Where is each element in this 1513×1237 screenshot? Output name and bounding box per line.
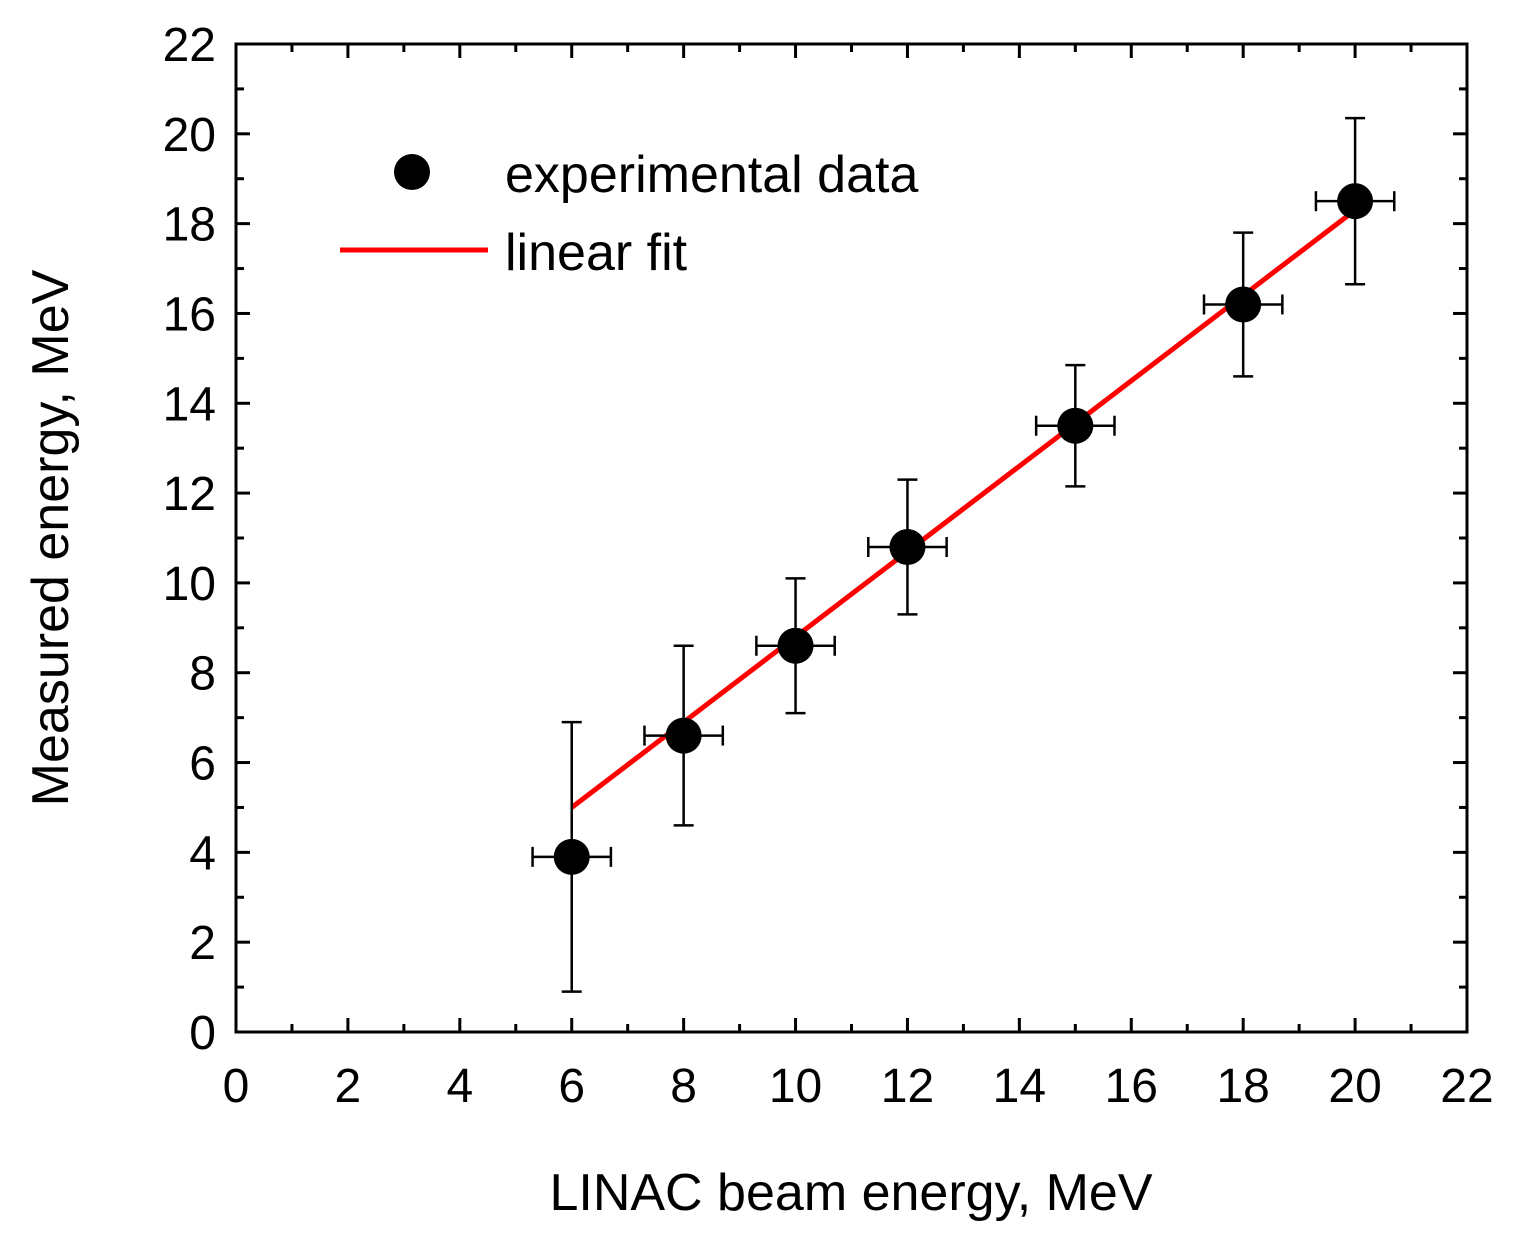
- y-tick-label: 18: [163, 199, 216, 252]
- data-point: [1202, 231, 1284, 378]
- data-point: [1034, 363, 1116, 488]
- y-tick-label: 4: [189, 827, 216, 880]
- y-tick-label: 2: [189, 917, 216, 970]
- legend-marker-experimental: [394, 154, 430, 190]
- x-tick-label: 4: [446, 1060, 473, 1113]
- data-marker: [1337, 183, 1374, 220]
- data-point: [643, 644, 725, 827]
- x-tick-label: 2: [335, 1060, 362, 1113]
- data-point: [867, 478, 948, 616]
- x-axis-title: LINAC beam energy, MeV: [549, 1164, 1152, 1222]
- plot-frame: [234, 42, 1469, 1034]
- x-tick-label: 14: [993, 1060, 1046, 1113]
- data-point: [531, 720, 613, 993]
- linear-fit-line: [570, 208, 1357, 810]
- data-marker: [665, 717, 702, 754]
- data-marker: [553, 838, 590, 875]
- y-tick-label: 6: [189, 738, 216, 791]
- y-tick-label: 16: [163, 288, 216, 341]
- tick-labels: 0 2 4 6 8 10 12 14 16 18 20 22 0 2 4 6 8 10 12 14 16 18 20 22: [163, 19, 1494, 1113]
- x-tick-label: 0: [223, 1060, 250, 1113]
- y-tick-label: 20: [163, 109, 216, 162]
- x-tick-label: 22: [1440, 1060, 1493, 1113]
- data-point: [755, 577, 836, 715]
- y-axis-title: Measured energy, MeV: [22, 269, 80, 806]
- y-tick-label: 8: [189, 648, 216, 701]
- data-marker: [889, 528, 926, 565]
- x-tick-label: 20: [1328, 1060, 1381, 1113]
- data-points-group: [531, 116, 1396, 993]
- x-tick-label: 10: [769, 1060, 822, 1113]
- x-tick-label: 6: [558, 1060, 585, 1113]
- legend: experimental data linear fit: [340, 146, 918, 282]
- data-marker: [1225, 286, 1262, 323]
- data-marker: [1057, 407, 1094, 444]
- y-tick-label: 10: [163, 558, 216, 611]
- legend-label-fit: linear fit: [505, 224, 688, 282]
- data-point: [1314, 116, 1396, 286]
- y-tick-label: 0: [189, 1007, 216, 1060]
- linear-fit-group: [570, 208, 1357, 810]
- x-tick-label: 16: [1105, 1060, 1158, 1113]
- legend-label-experimental: experimental data: [505, 146, 918, 204]
- x-tick-label: 18: [1216, 1060, 1269, 1113]
- y-tick-label: 12: [163, 468, 216, 521]
- x-tick-label: 12: [881, 1060, 934, 1113]
- y-tick-label: 22: [163, 19, 216, 72]
- x-tick-label: 8: [670, 1060, 697, 1113]
- y-tick-label: 14: [163, 378, 216, 431]
- data-marker: [777, 627, 814, 664]
